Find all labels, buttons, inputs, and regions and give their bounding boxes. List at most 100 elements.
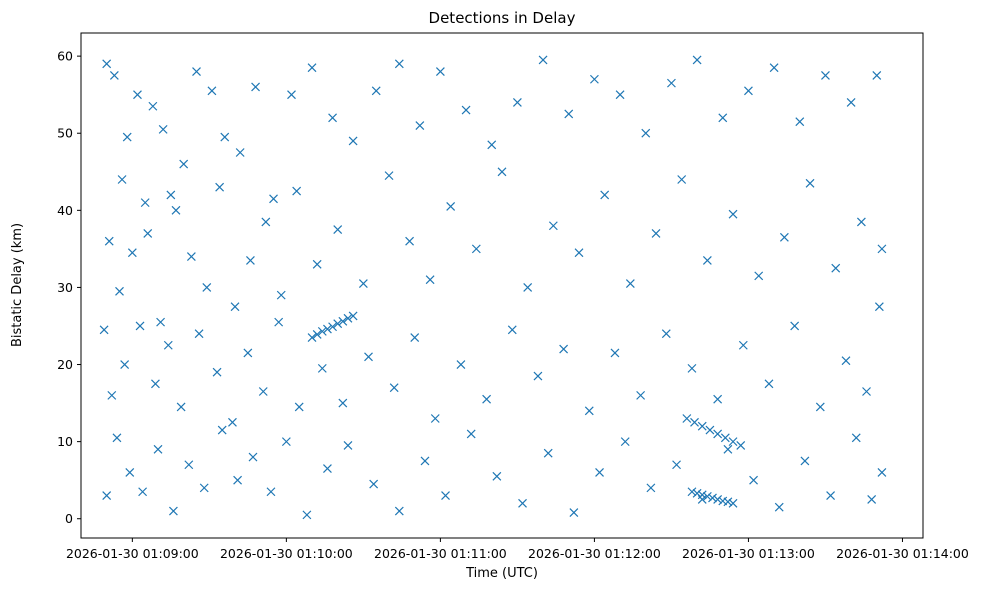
data-point-83: [151, 379, 160, 389]
data-point-172: [728, 498, 738, 508]
data-point-100: [482, 394, 492, 404]
data-point-116: [874, 302, 884, 312]
data-point-166: [697, 490, 707, 500]
data-point-76: [831, 263, 841, 273]
data-point-154: [877, 468, 887, 477]
data-point-104: [584, 406, 594, 416]
data-point-40: [872, 70, 882, 80]
data-point-157: [317, 326, 327, 336]
data-point-25: [487, 140, 497, 150]
data-point-20: [371, 86, 381, 96]
data-point-32: [667, 78, 676, 88]
data-point-7: [158, 124, 168, 134]
data-point-163: [348, 311, 358, 321]
data-point-149: [774, 502, 784, 512]
data-point-31: [641, 128, 651, 138]
data-point-91: [274, 317, 284, 327]
data-point-151: [826, 491, 836, 501]
data-point-164: [687, 487, 697, 497]
data-point-120: [138, 487, 148, 497]
data-point-9: [179, 159, 189, 169]
x-tick-label-5: 2026-01-30 01:14:00: [836, 546, 969, 561]
data-point-63: [497, 167, 507, 177]
data-point-117: [102, 491, 112, 501]
data-point-82: [135, 321, 145, 331]
data-point-44: [143, 229, 153, 238]
data-point-113: [815, 402, 825, 412]
data-point-96: [389, 383, 399, 393]
data-point-38: [821, 70, 830, 80]
data-point-69: [651, 229, 661, 238]
data-point-34: [718, 113, 728, 123]
data-point-174: [690, 417, 699, 427]
data-point-130: [302, 510, 312, 520]
data-point-65: [548, 221, 558, 231]
data-point-13: [235, 148, 245, 157]
data-point-90: [258, 387, 268, 396]
data-point-142: [595, 468, 604, 477]
data-point-168: [708, 493, 717, 503]
data-point-125: [217, 425, 227, 435]
data-point-118: [112, 433, 122, 443]
data-point-129: [281, 437, 291, 447]
data-point-42: [115, 286, 124, 296]
data-point-29: [589, 74, 599, 84]
data-point-51: [246, 256, 255, 265]
data-point-45: [156, 317, 166, 327]
data-point-88: [228, 417, 237, 427]
data-point-141: [569, 508, 579, 517]
data-point-58: [384, 171, 394, 181]
data-point-135: [420, 456, 430, 466]
data-point-140: [543, 448, 553, 458]
data-point-59: [405, 236, 415, 246]
data-point-19: [348, 136, 358, 146]
data-point-102: [533, 371, 543, 381]
y-axis-label: Bistatic Delay (km): [10, 223, 25, 347]
data-point-27: [538, 55, 548, 65]
data-point-43: [127, 248, 137, 258]
data-point-131: [323, 464, 332, 474]
data-point-71: [702, 256, 712, 265]
data-point-1: [109, 70, 119, 80]
data-point-86: [194, 329, 204, 339]
data-point-136: [441, 491, 450, 501]
data-point-16: [287, 90, 296, 100]
data-point-97: [410, 333, 420, 342]
data-point-158: [323, 324, 332, 334]
data-point-144: [646, 483, 656, 493]
data-point-49: [215, 182, 225, 192]
data-point-92: [294, 402, 304, 412]
data-point-74: [779, 232, 789, 242]
y-tick-label-1: 10: [57, 434, 73, 449]
data-point-147: [723, 444, 733, 454]
data-point-173: [682, 414, 692, 423]
data-point-79: [99, 325, 109, 335]
data-point-119: [125, 468, 135, 477]
data-point-133: [369, 479, 379, 489]
data-point-24: [461, 105, 471, 115]
data-point-87: [212, 367, 222, 377]
data-point-33: [692, 55, 702, 65]
data-point-72: [728, 209, 738, 219]
data-point-55: [312, 259, 322, 269]
x-axis-label: Time (UTC): [465, 566, 538, 581]
data-point-127: [248, 452, 258, 462]
data-point-11: [207, 86, 217, 96]
data-point-137: [466, 429, 476, 439]
data-point-161: [338, 316, 348, 326]
data-point-107: [661, 329, 671, 339]
data-point-21: [394, 59, 404, 69]
data-point-89: [243, 348, 253, 358]
data-point-67: [600, 190, 610, 200]
plot-frame: [80, 32, 924, 539]
data-point-162: [343, 313, 353, 323]
y-tick-label-3: 30: [57, 280, 73, 295]
data-point-0: [102, 59, 112, 69]
data-point-6: [148, 101, 158, 111]
data-point-95: [364, 352, 373, 362]
data-point-110: [738, 340, 748, 350]
data-point-159: [328, 322, 337, 332]
data-point-23: [435, 67, 445, 76]
y-tick-label-4: 40: [57, 203, 73, 218]
